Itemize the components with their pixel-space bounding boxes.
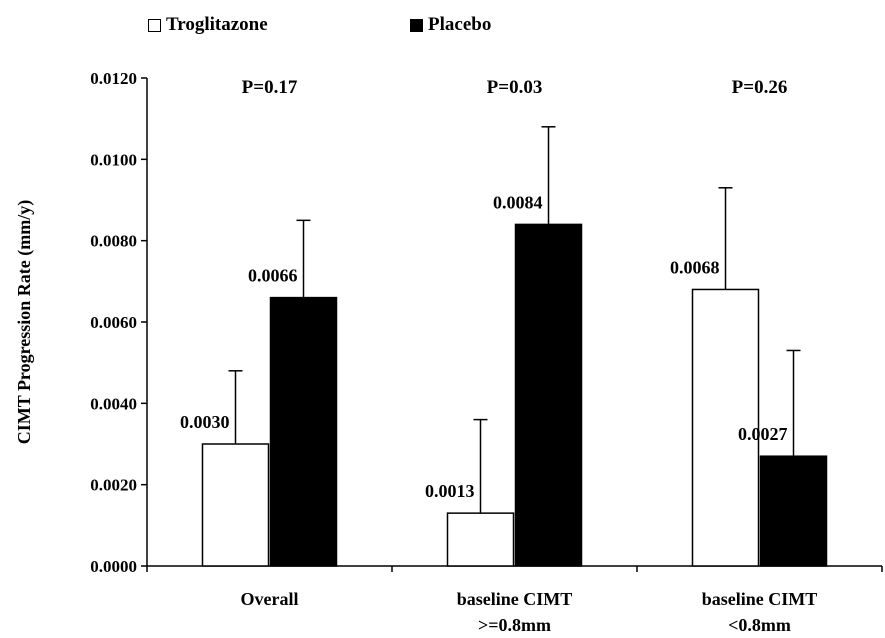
bar-troglitazone xyxy=(446,512,515,567)
y-tick-label: 0.0080 xyxy=(90,232,137,251)
p-value-label: P=0.03 xyxy=(487,77,543,98)
p-value-label: P=0.17 xyxy=(242,77,298,98)
x-category-label: baseline CIMT xyxy=(702,589,818,609)
bar-placebo xyxy=(514,223,583,567)
y-tick-label: 0.0020 xyxy=(90,476,137,495)
bar-placebo xyxy=(269,296,338,567)
legend-swatch-placebo xyxy=(410,18,423,32)
y-tick-label: 0.0000 xyxy=(90,557,137,576)
x-category-label: baseline CIMT xyxy=(457,589,573,609)
y-tick-label: 0.0040 xyxy=(90,394,137,413)
y-tick-label: 0.0060 xyxy=(90,313,137,332)
legend-label-placebo: Placebo xyxy=(428,14,492,35)
x-category-label: >=0.8mm xyxy=(478,615,551,635)
bar-placebo xyxy=(759,455,828,567)
y-tick-label: 0.0100 xyxy=(90,150,137,169)
bar-troglitazone xyxy=(691,288,760,567)
legend-swatch-troglitazone xyxy=(148,18,161,32)
data-label: 0.0084 xyxy=(493,192,543,212)
data-label: 0.0068 xyxy=(670,257,720,277)
y-axis-title: CIMT Progression Rate (mm/y) xyxy=(14,200,35,444)
data-label: 0.0027 xyxy=(738,424,788,444)
data-label: 0.0013 xyxy=(425,481,475,501)
data-label: 0.0030 xyxy=(180,412,230,432)
legend-item-placebo: Placebo xyxy=(410,14,491,36)
x-category-label: Overall xyxy=(241,589,299,609)
p-value-label: P=0.26 xyxy=(732,77,788,98)
y-tick-label: 0.0120 xyxy=(90,69,137,88)
data-label: 0.0066 xyxy=(248,266,298,286)
legend-label-troglitazone: Troglitazone xyxy=(166,14,268,35)
bar-troglitazone xyxy=(201,443,270,567)
x-category-label: <0.8mm xyxy=(728,615,791,635)
legend-item-troglitazone: Troglitazone xyxy=(148,14,268,36)
